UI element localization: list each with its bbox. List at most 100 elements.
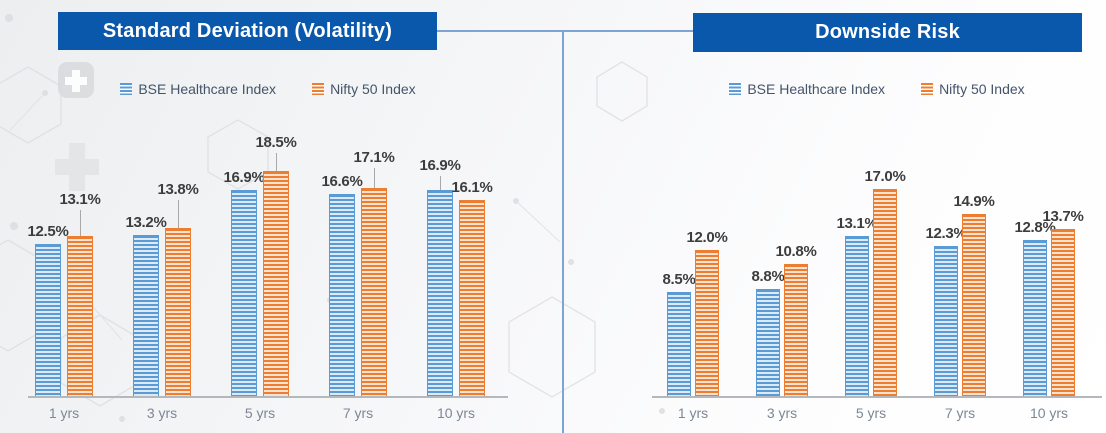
legend-item: Nifty 50 Index (921, 81, 1025, 97)
bar-value-label: 13.8% (157, 181, 199, 198)
bar (133, 235, 159, 396)
bar-slot: 13.1% (59, 156, 101, 396)
category-axis-label: 5 yrs (855, 405, 887, 421)
bar (756, 289, 780, 396)
bar-value-label: 18.5% (255, 134, 297, 151)
legend-swatch-icon (120, 83, 133, 95)
legend-item: BSE Healthcare Index (120, 81, 276, 97)
bar-value-label: 12.5% (27, 223, 69, 240)
label-leader-line (374, 168, 375, 188)
chart-title-banner-downside-risk: Downside Risk (693, 13, 1082, 52)
bar-value-label: 13.7% (1042, 208, 1084, 225)
bar-slot: 18.5% (255, 134, 297, 396)
bar-value-label: 13.1% (836, 215, 878, 232)
bar (427, 190, 453, 396)
bar-slot: 12.5% (27, 156, 69, 396)
category-axis-label: 5 yrs (244, 405, 276, 421)
category-group: 12.3% 14.9% 7 yrs (925, 156, 995, 421)
bar-value-label: 16.9% (419, 157, 461, 174)
bar (1051, 229, 1075, 396)
bar (1023, 240, 1047, 396)
category-axis-label: 10 yrs (1029, 405, 1069, 421)
bar-value-label: 10.8% (775, 243, 817, 260)
category-group: 12.5% 13.1% 1 yrs (27, 156, 101, 421)
bar (35, 244, 61, 396)
category-group: 13.1% 17.0% 5 yrs (836, 156, 906, 421)
divider-vertical-line (562, 31, 564, 433)
category-axis-label: 10 yrs (436, 405, 476, 421)
bar (845, 236, 869, 396)
bar-value-label: 16.1% (451, 179, 493, 196)
category-axis-label: 7 yrs (342, 405, 374, 421)
category-group: 16.9% 18.5% 5 yrs (223, 134, 297, 421)
bar-slot: 8.5% (663, 156, 696, 396)
legend-label: BSE Healthcare Index (138, 81, 277, 97)
legend: BSE Healthcare Index Nifty 50 Index (28, 81, 508, 97)
bar (784, 264, 808, 396)
category-group: 8.8% 10.8% 3 yrs (752, 156, 817, 421)
legend-label: BSE Healthcare Index (747, 81, 886, 97)
legend-swatch-icon (729, 83, 742, 95)
chart-title-downside-risk: Downside Risk (815, 21, 960, 43)
bar-value-label: 12.8% (1014, 219, 1056, 236)
bar-slot: 14.9% (953, 156, 995, 396)
bar-value-label: 16.6% (321, 173, 363, 190)
bar-value-label: 13.1% (59, 191, 101, 208)
bar (165, 228, 191, 396)
legend: BSE Healthcare Index Nifty 50 Index (652, 81, 1102, 97)
bar-slot: 12.8% (1014, 156, 1056, 396)
chart-title-volatility: Standard Deviation (Volatility) (102, 19, 393, 42)
legend-label: Nifty 50 Index (939, 81, 1025, 97)
bar (263, 171, 289, 396)
category-group: 12.8% 13.7% 10 yrs (1014, 156, 1084, 421)
bar-slot: 17.1% (353, 149, 395, 396)
label-leader-line (276, 153, 277, 171)
bar-value-label: 13.2% (125, 214, 167, 231)
category-group: 8.5% 12.0% 1 yrs (663, 156, 728, 421)
bar-slot: 12.0% (686, 156, 728, 396)
bar-slot: 8.8% (752, 156, 785, 396)
bar-value-label: 8.5% (662, 271, 696, 288)
bar-slot: 13.2% (125, 156, 167, 396)
chart-title-banner-volatility: Standard Deviation (Volatility) (58, 12, 437, 50)
category-axis-label: 3 yrs (146, 405, 178, 421)
bar-slot: 12.3% (925, 156, 967, 396)
bar-value-label: 12.3% (925, 225, 967, 242)
bar-value-label: 12.0% (686, 229, 728, 246)
bar-groups-row: 12.5% 13.1% 1 yrs 13.2% 13.8% 3 yrs 16.9% 18.5%… (27, 134, 508, 421)
bar-slot: 13.1% (836, 156, 878, 396)
label-leader-line (440, 176, 441, 190)
bar-value-label: 17.0% (864, 168, 906, 185)
label-leader-line (178, 200, 179, 228)
bar (459, 200, 485, 396)
category-group: 13.2% 13.8% 3 yrs (125, 156, 198, 421)
bar-slot: 17.0% (864, 156, 906, 396)
label-leader-line (80, 210, 81, 236)
category-axis-label: 1 yrs (48, 405, 80, 421)
bar-slot: 13.7% (1042, 156, 1084, 396)
bar (329, 194, 355, 396)
bar-slot: 10.8% (775, 156, 817, 396)
bar-slot: 16.6% (321, 156, 363, 396)
bar-value-label: 16.9% (223, 169, 265, 186)
category-axis-label: 3 yrs (766, 405, 798, 421)
bar (667, 292, 691, 396)
category-group: 16.9% 16.1% 10 yrs (419, 156, 492, 421)
bar (934, 246, 958, 396)
divider-horizontal-line (437, 30, 693, 32)
legend-item: Nifty 50 Index (312, 81, 416, 97)
bar-value-label: 8.8% (751, 268, 785, 285)
legend-swatch-icon (312, 83, 325, 95)
plot-area: 12.5% 13.1% 1 yrs 13.2% 13.8% 3 yrs 16.9% 18.5%… (27, 134, 508, 421)
bar (67, 236, 93, 396)
bar (231, 190, 257, 396)
bar (873, 189, 897, 396)
bar-value-label: 17.1% (353, 149, 395, 166)
bar (361, 188, 387, 396)
bar-value-label: 14.9% (953, 193, 995, 210)
bar-slot: 16.9% (419, 156, 461, 396)
legend-label: Nifty 50 Index (330, 81, 416, 97)
category-group: 16.6% 17.1% 7 yrs (321, 149, 395, 421)
legend-item: BSE Healthcare Index (729, 81, 885, 97)
